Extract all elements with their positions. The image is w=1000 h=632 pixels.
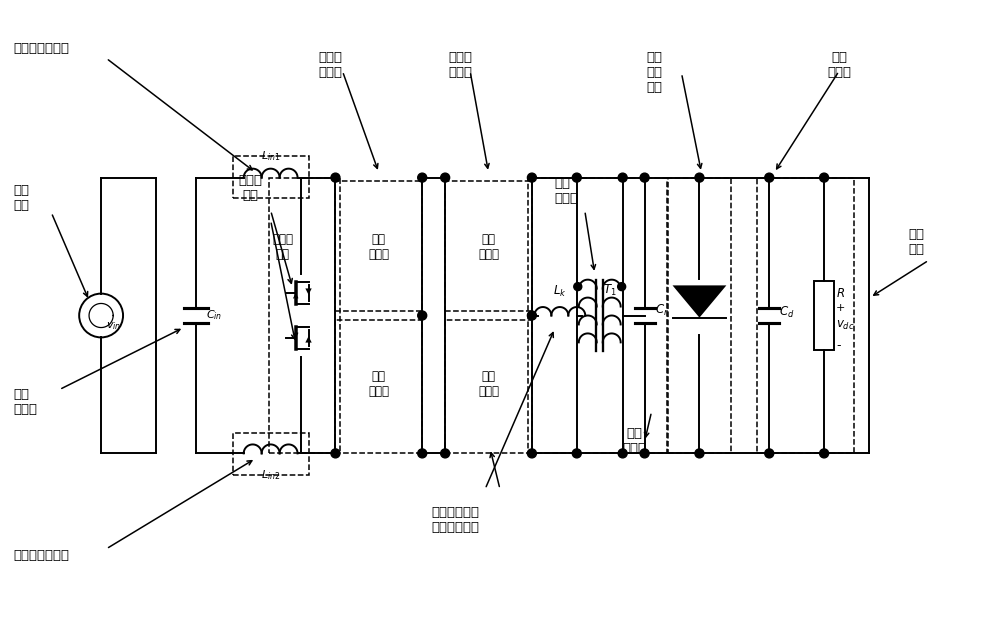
Circle shape: [418, 311, 427, 320]
Text: $L_{in1}$: $L_{in1}$: [261, 149, 280, 162]
Text: 谐振
电容器: 谐振 电容器: [623, 427, 647, 454]
Text: 第二桥
臂支路: 第二桥 臂支路: [448, 51, 472, 79]
Bar: [233, 434, 309, 475]
Circle shape: [527, 449, 536, 458]
Text: $C_{in}$: $C_{in}$: [206, 308, 222, 322]
Bar: [757, 178, 854, 453]
Text: 第二
上桥臂: 第二 上桥臂: [478, 233, 499, 260]
Text: $C_d$: $C_d$: [779, 305, 795, 320]
Circle shape: [695, 449, 704, 458]
Polygon shape: [305, 336, 312, 343]
Bar: [269, 178, 340, 453]
Text: -: -: [836, 339, 841, 352]
Bar: [335, 320, 422, 453]
Circle shape: [572, 449, 581, 458]
Circle shape: [331, 173, 340, 182]
Circle shape: [820, 173, 829, 182]
Circle shape: [695, 173, 704, 182]
Circle shape: [331, 449, 340, 458]
Circle shape: [640, 173, 649, 182]
Circle shape: [765, 173, 774, 182]
Bar: [233, 155, 309, 198]
Bar: [814, 281, 834, 350]
Text: $v_{dc}$: $v_{dc}$: [836, 319, 855, 332]
Text: $T_1$: $T_1$: [603, 283, 616, 298]
Text: $L_{in2}$: $L_{in2}$: [261, 468, 280, 482]
Circle shape: [640, 449, 649, 458]
Text: 主开关
支路: 主开关 支路: [239, 174, 263, 202]
Text: $v_{in}$: $v_{in}$: [106, 320, 121, 332]
Circle shape: [418, 173, 427, 182]
Text: 可选升压电感一: 可选升压电感一: [13, 42, 69, 55]
Circle shape: [527, 173, 536, 182]
Text: $C_r$: $C_r$: [655, 303, 669, 318]
Circle shape: [441, 173, 450, 182]
Text: 变压器漏感或
可选串联电感: 变压器漏感或 可选串联电感: [431, 506, 479, 534]
Bar: [528, 178, 667, 453]
Circle shape: [765, 449, 774, 458]
Text: 隔离
变压器: 隔离 变压器: [555, 176, 579, 205]
Text: 输入
电容器: 输入 电容器: [13, 387, 37, 416]
Circle shape: [574, 283, 582, 291]
Text: 直流
负载: 直流 负载: [909, 228, 925, 257]
Text: 第一桥
臂支路: 第一桥 臂支路: [318, 51, 342, 79]
Polygon shape: [673, 286, 726, 318]
Polygon shape: [305, 288, 312, 295]
Circle shape: [572, 173, 581, 182]
Text: 第一
上桥臂: 第一 上桥臂: [368, 233, 389, 260]
Text: 可选升压电感二: 可选升压电感二: [13, 549, 69, 562]
Circle shape: [618, 283, 626, 291]
Text: $L_k$: $L_k$: [553, 284, 567, 298]
Text: 主开关
支路: 主开关 支路: [272, 233, 293, 261]
Text: 第一
下桥臂: 第一 下桥臂: [368, 370, 389, 398]
Text: 副边
整流
电路: 副边 整流 电路: [647, 51, 663, 94]
Bar: [335, 181, 422, 310]
Bar: [445, 320, 532, 453]
Circle shape: [618, 173, 627, 182]
Text: 第二
下桥臂: 第二 下桥臂: [478, 370, 499, 398]
Circle shape: [441, 449, 450, 458]
Bar: [445, 181, 532, 310]
Text: +: +: [836, 303, 845, 313]
Text: $R$: $R$: [836, 287, 845, 300]
Circle shape: [618, 449, 627, 458]
Bar: [668, 178, 731, 453]
Circle shape: [820, 449, 829, 458]
Circle shape: [527, 311, 536, 320]
Text: 交流
电源: 交流 电源: [13, 183, 29, 212]
Circle shape: [418, 449, 427, 458]
Text: 输出
电容器: 输出 电容器: [827, 51, 851, 79]
